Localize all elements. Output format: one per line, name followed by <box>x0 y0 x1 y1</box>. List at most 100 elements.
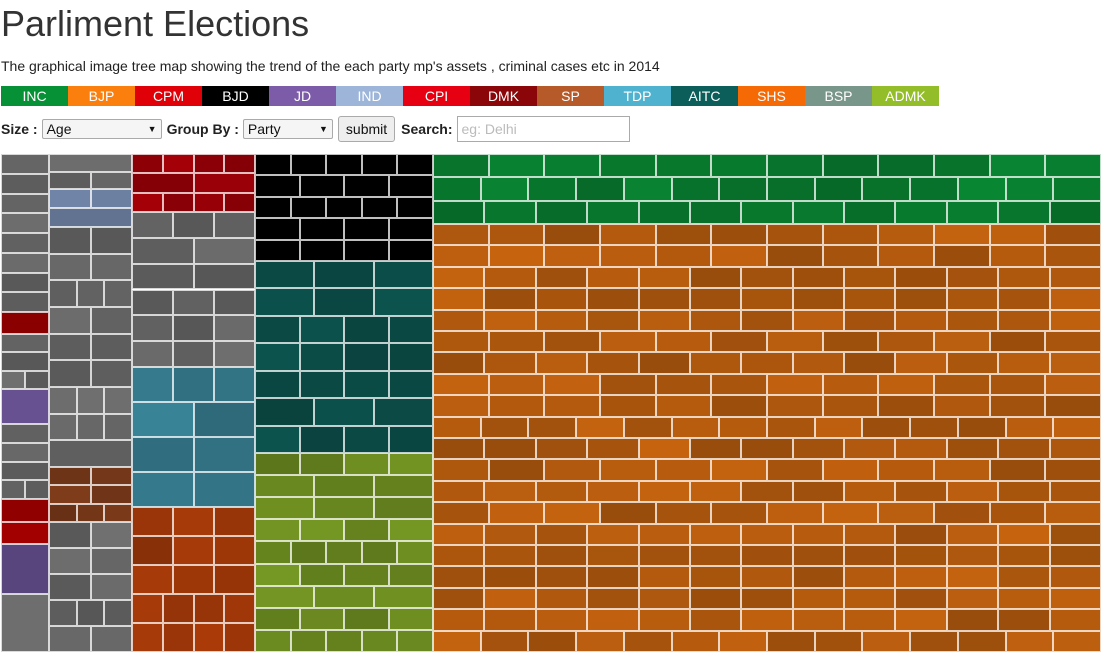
treemap-cell[interactable] <box>344 370 389 399</box>
treemap-cell[interactable] <box>488 459 545 481</box>
treemap-cell[interactable] <box>255 475 315 498</box>
treemap-cell[interactable] <box>528 177 577 201</box>
treemap-cell[interactable] <box>132 536 173 565</box>
treemap-cell[interactable] <box>299 607 344 630</box>
legend-item-bjd[interactable]: BJD <box>202 86 269 106</box>
treemap-cell[interactable] <box>587 523 639 545</box>
treemap-cell[interactable] <box>895 200 947 224</box>
treemap-cell[interactable] <box>528 416 577 438</box>
treemap-cell[interactable] <box>326 154 362 176</box>
treemap-cell[interactable] <box>1053 630 1101 652</box>
legend-item-tdp[interactable]: TDP <box>604 86 671 106</box>
treemap-cell[interactable] <box>224 594 255 623</box>
treemap-cell[interactable] <box>193 594 225 623</box>
treemap-cell[interactable] <box>314 497 374 520</box>
treemap-cell[interactable] <box>878 459 934 481</box>
treemap-cell[interactable] <box>989 154 1046 178</box>
treemap-cell[interactable] <box>1045 154 1101 178</box>
treemap-cell[interactable] <box>344 315 389 344</box>
treemap-cell[interactable] <box>214 289 255 316</box>
treemap-cell[interactable] <box>193 154 225 174</box>
treemap-cell[interactable] <box>433 587 485 610</box>
treemap-cell[interactable] <box>822 459 879 481</box>
treemap-cell[interactable] <box>193 192 225 212</box>
treemap-cell[interactable] <box>299 453 344 476</box>
treemap-cell[interactable] <box>638 200 690 224</box>
treemap-cell[interactable] <box>934 395 990 417</box>
treemap-cell[interactable] <box>290 629 327 652</box>
treemap-cell[interactable] <box>388 453 433 476</box>
treemap-cell[interactable] <box>1049 587 1101 610</box>
treemap-cell[interactable] <box>878 373 934 396</box>
treemap-cell[interactable] <box>255 288 315 316</box>
treemap-cell[interactable] <box>484 523 536 545</box>
treemap-cell[interactable] <box>290 154 327 176</box>
treemap-cell[interactable] <box>132 192 163 212</box>
treemap-cell[interactable] <box>1 272 49 293</box>
treemap-cell[interactable] <box>344 519 389 542</box>
treemap-cell[interactable] <box>314 261 374 289</box>
treemap-cell[interactable] <box>792 309 845 331</box>
treemap-cell[interactable] <box>173 315 214 342</box>
treemap-cell[interactable] <box>600 331 656 353</box>
treemap-cell[interactable] <box>433 177 481 201</box>
treemap-cell[interactable] <box>49 253 91 281</box>
treemap-cell[interactable] <box>1 292 49 312</box>
treemap-cell[interactable] <box>373 398 433 426</box>
treemap-cell[interactable] <box>638 480 690 503</box>
treemap-cell[interactable] <box>767 331 823 353</box>
treemap-cell[interactable] <box>484 200 536 224</box>
treemap-cell[interactable] <box>535 480 588 503</box>
treemap-cell[interactable] <box>255 370 300 399</box>
legend-item-shs[interactable]: SHS <box>738 86 805 106</box>
legend-item-cpm[interactable]: CPM <box>135 86 202 106</box>
treemap-cell[interactable] <box>576 416 624 438</box>
treemap-cell[interactable] <box>214 315 255 342</box>
treemap-cell[interactable] <box>1 594 49 652</box>
treemap-cell[interactable] <box>49 307 91 334</box>
treemap-cell[interactable] <box>741 309 793 331</box>
treemap-cell[interactable] <box>49 189 91 208</box>
treemap-cell[interactable] <box>344 607 389 630</box>
treemap-cell[interactable] <box>544 373 600 396</box>
treemap-cell[interactable] <box>1 312 49 334</box>
treemap-cell[interactable] <box>255 585 315 608</box>
treemap-cell[interactable] <box>792 288 845 310</box>
treemap-cell[interactable] <box>671 416 720 438</box>
treemap-cell[interactable] <box>989 502 1046 524</box>
treemap-cell[interactable] <box>741 609 793 631</box>
legend-item-aitc[interactable]: AITC <box>671 86 738 106</box>
treemap-cell[interactable] <box>132 289 173 316</box>
treemap-cell[interactable] <box>433 545 485 567</box>
treemap-cell[interactable] <box>255 343 300 371</box>
treemap-cell[interactable] <box>173 507 214 536</box>
treemap-cell[interactable] <box>623 177 672 201</box>
treemap-cell[interactable] <box>711 331 767 353</box>
treemap-cell[interactable] <box>224 623 255 652</box>
treemap-cell[interactable] <box>989 373 1046 396</box>
treemap-cell[interactable] <box>214 367 255 402</box>
treemap-cell[interactable] <box>895 545 947 567</box>
treemap-cell[interactable] <box>299 343 344 371</box>
treemap-cell[interactable] <box>655 245 712 267</box>
treemap-cell[interactable] <box>193 623 225 652</box>
treemap-cell[interactable] <box>544 224 600 246</box>
treemap-cell[interactable] <box>214 507 255 536</box>
treemap-cell[interactable] <box>792 200 845 224</box>
treemap-cell[interactable] <box>535 438 588 460</box>
treemap-cell[interactable] <box>1005 177 1054 201</box>
treemap-cell[interactable] <box>484 266 536 289</box>
treemap-cell[interactable] <box>535 200 588 224</box>
treemap-cell[interactable] <box>576 630 624 652</box>
treemap-cell[interactable] <box>433 245 489 267</box>
legend-item-jd[interactable]: JD <box>269 86 336 106</box>
treemap-cell[interactable] <box>1 544 49 594</box>
treemap-cell[interactable] <box>741 587 793 610</box>
treemap-cell[interactable] <box>741 438 793 460</box>
treemap-cell[interactable] <box>299 239 344 261</box>
treemap-cell[interactable] <box>373 497 433 520</box>
treemap-cell[interactable] <box>214 212 255 238</box>
treemap-cell[interactable] <box>193 472 255 507</box>
treemap-cell[interactable] <box>528 630 577 652</box>
treemap-cell[interactable] <box>822 331 879 353</box>
